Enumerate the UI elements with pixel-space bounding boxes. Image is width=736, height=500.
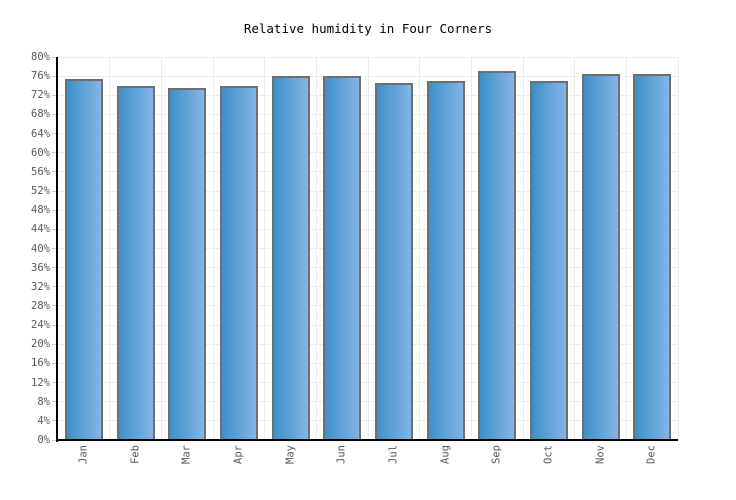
y-axis-tick [52, 305, 57, 307]
y-axis-tick [52, 113, 57, 115]
y-axis-tick-label: 16% [31, 357, 50, 370]
y-axis-tick [52, 362, 57, 364]
gridline-vertical [625, 57, 627, 440]
x-axis-label-nov: Nov [594, 445, 606, 464]
y-axis-tick-label: 72% [31, 89, 50, 102]
chart-title: Relative humidity in Four Corners [243, 21, 493, 36]
y-axis-tick-label: 28% [31, 299, 50, 312]
x-axis-label-apr: Apr [232, 445, 245, 464]
bar-dec [633, 73, 672, 440]
x-axis-label-may: May [284, 445, 296, 464]
y-axis-tick [52, 94, 57, 96]
gridline-vertical [677, 57, 679, 440]
y-axis-tick-label: 40% [31, 242, 50, 255]
x-axis-label-dec: Dec [645, 445, 658, 464]
y-axis-tick [52, 324, 57, 326]
y-axis-tick [52, 171, 57, 173]
x-axis-label-feb: Feb [129, 445, 141, 464]
y-axis-tick [52, 401, 57, 403]
y-axis-tick [52, 248, 57, 249]
bar-jan [64, 78, 103, 440]
y-axis-tick-label: 36% [31, 261, 50, 274]
y-axis-tick [52, 343, 57, 345]
y-axis-tick [52, 56, 57, 58]
x-axis-label-jun: Jun [335, 445, 348, 464]
y-axis-tick-label: 64% [31, 127, 50, 140]
y-axis-tick-label: 48% [31, 204, 50, 217]
gridline-vertical [315, 57, 317, 440]
bar-feb [116, 85, 155, 440]
y-axis-line [56, 57, 58, 442]
bar-oct [529, 80, 568, 440]
gridline-vertical [522, 57, 524, 440]
bar-jun [323, 76, 362, 440]
x-axis-line [56, 439, 678, 441]
bar-may [271, 76, 310, 440]
x-axis-label-oct: Oct [542, 445, 555, 464]
x-axis-label-jul: Jul [387, 445, 400, 464]
y-axis-tick-label: 4% [37, 414, 50, 427]
y-axis-tick [52, 133, 57, 135]
y-axis-tick-label: 60% [31, 146, 50, 159]
y-axis-tick [52, 152, 57, 154]
gridline-vertical [264, 57, 266, 440]
bar-sep [478, 71, 517, 440]
y-axis-tick-label: 44% [31, 223, 50, 236]
x-axis-label-jan: Jan [77, 445, 90, 464]
y-axis-tick [52, 439, 57, 441]
y-axis-tick-label: 12% [31, 376, 50, 389]
gridline-vertical [574, 57, 576, 440]
y-axis-tick-label: 56% [31, 165, 50, 178]
bar-apr [219, 85, 258, 440]
y-axis-tick-label: 32% [31, 280, 50, 293]
x-axis-label-aug: Aug [439, 445, 451, 464]
x-axis-label-mar: Mar [180, 445, 193, 464]
y-axis-tick-label: 8% [37, 395, 50, 408]
y-axis-tick-label: 24% [31, 319, 50, 332]
y-axis-tick [52, 228, 57, 230]
y-axis-tick [52, 209, 57, 211]
y-axis-tick [52, 382, 57, 384]
gridline-vertical [160, 57, 162, 440]
y-axis-tick-label: 20% [31, 338, 50, 351]
y-axis-tick [52, 75, 57, 77]
gridline-vertical [419, 57, 421, 440]
bar-mar [168, 88, 207, 440]
y-axis-tick-label: 0% [37, 434, 50, 446]
gridline-vertical [470, 57, 472, 440]
y-axis-tick [52, 190, 57, 192]
y-axis-tick [52, 267, 57, 269]
y-axis-tick-label: 76% [31, 70, 50, 83]
bar-jul [374, 83, 413, 440]
y-axis-tick-label: 52% [31, 185, 50, 198]
gridline-vertical [212, 57, 214, 440]
gridline-vertical [109, 57, 111, 440]
gridline-vertical [367, 57, 369, 440]
y-axis-tick-label: 68% [31, 108, 50, 121]
y-axis-tick [52, 420, 57, 422]
x-axis-label-sep: Sep [490, 445, 503, 464]
bar-nov [581, 73, 620, 440]
y-axis-tick [52, 286, 57, 288]
bar-aug [426, 80, 465, 440]
y-axis-tick-label: 80% [31, 51, 50, 63]
